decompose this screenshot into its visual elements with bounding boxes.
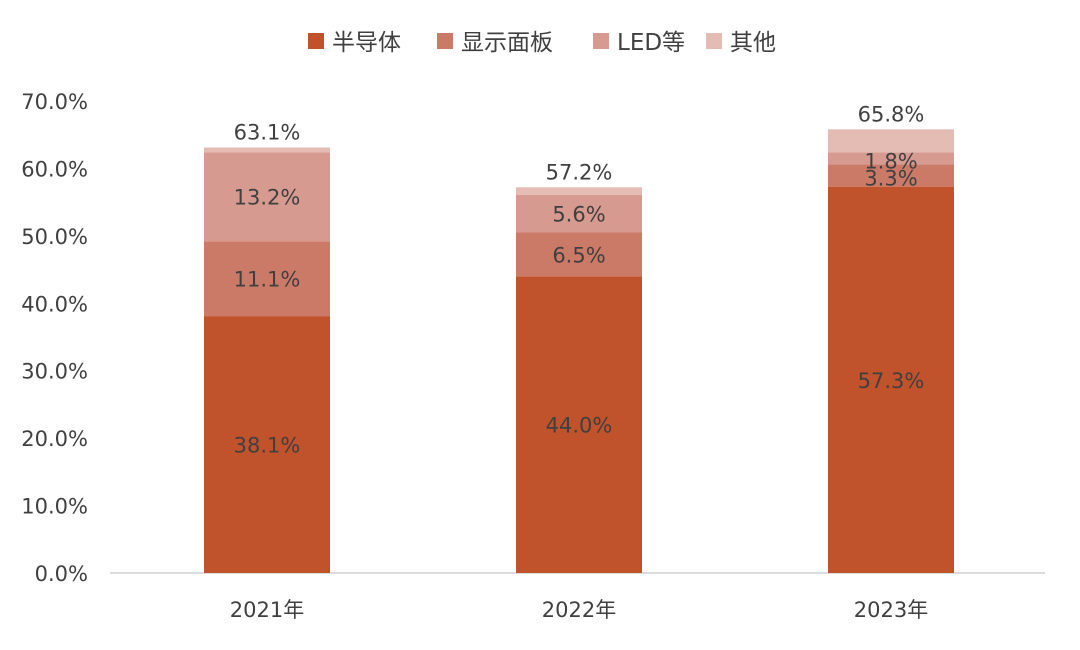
legend-label: 半导体 bbox=[332, 30, 401, 56]
bar-segment bbox=[204, 241, 330, 317]
y-tick-label: 0.0% bbox=[35, 562, 88, 586]
data-label: 13.2% bbox=[234, 186, 301, 210]
legend-swatch bbox=[593, 33, 609, 49]
data-label: 11.1% bbox=[234, 268, 301, 292]
legend-label: 其他 bbox=[730, 30, 776, 56]
data-label: 44.0% bbox=[546, 414, 613, 438]
y-tick-label: 10.0% bbox=[21, 495, 88, 519]
data-label: 5.6% bbox=[552, 203, 605, 227]
y-tick-label: 30.0% bbox=[21, 360, 88, 384]
x-tick-label: 2022年 bbox=[542, 598, 616, 622]
data-label: 57.3% bbox=[858, 369, 925, 393]
legend-swatch bbox=[706, 33, 722, 49]
legend-label: 显示面板 bbox=[461, 30, 553, 56]
data-label: 3.3% bbox=[864, 167, 917, 191]
bar-segment bbox=[516, 187, 642, 195]
x-tick-label: 2023年 bbox=[854, 598, 928, 622]
y-tick-label: 20.0% bbox=[21, 427, 88, 451]
legend-swatch bbox=[308, 33, 324, 49]
bar-segment bbox=[828, 164, 954, 187]
legend-swatch bbox=[437, 33, 453, 49]
total-label: 57.2% bbox=[546, 160, 613, 184]
bar-segment bbox=[516, 232, 642, 277]
bar-segment bbox=[828, 152, 954, 165]
x-tick-label: 2021年 bbox=[230, 598, 304, 622]
data-label: 38.1% bbox=[234, 434, 301, 458]
bar-segment bbox=[516, 194, 642, 233]
bar-segment bbox=[828, 186, 954, 574]
bar-segment bbox=[204, 316, 330, 573]
bar-segment bbox=[516, 276, 642, 573]
total-label: 63.1% bbox=[234, 121, 301, 145]
data-label: 6.5% bbox=[552, 243, 605, 267]
legend-label: LED等 bbox=[617, 30, 685, 56]
total-label: 65.8% bbox=[858, 102, 925, 126]
y-tick-label: 70.0% bbox=[21, 90, 88, 114]
y-tick-label: 40.0% bbox=[21, 292, 88, 316]
y-tick-label: 50.0% bbox=[21, 225, 88, 249]
data-label: 1.8% bbox=[864, 149, 917, 173]
bar-segment bbox=[204, 152, 330, 242]
bar-segment bbox=[204, 147, 330, 153]
bar-segment bbox=[828, 129, 954, 153]
y-tick-label: 60.0% bbox=[21, 157, 88, 181]
